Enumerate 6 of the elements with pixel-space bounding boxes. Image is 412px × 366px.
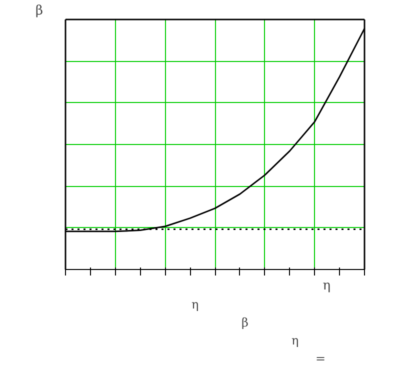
text: η (192, 298, 199, 312)
text: = (316, 352, 326, 366)
text: η (292, 334, 299, 348)
x-axis-title: η (322, 278, 331, 294)
y-axis-title: β (36, 4, 44, 18)
text: β (242, 316, 248, 330)
